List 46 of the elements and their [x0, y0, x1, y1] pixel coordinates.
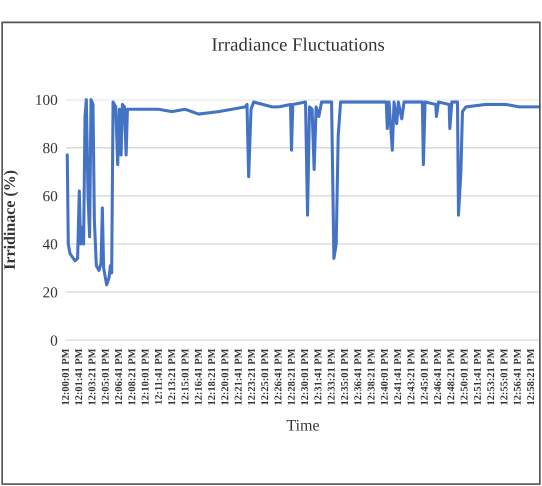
x-tick-label: 12:41:41 PM [394, 348, 402, 405]
x-tick-label: 12:23:21 PM [248, 348, 256, 405]
x-tick-label: 12:53:21 PM [487, 348, 494, 405]
x-tick-label: 12:50:01 PM [460, 348, 468, 405]
x-tick-label: 12:36:41 PM [354, 348, 362, 405]
x-tick-label: 12:58:21 PM [527, 348, 534, 405]
x-tick-label: 12:40:01 PM [380, 348, 388, 405]
x-tick-label: 12:15:01 PM [181, 348, 189, 405]
x-tick-label: 12:20:01 PM [221, 348, 228, 405]
y-tick-label: 80 [43, 142, 58, 154]
y-tick-label: 100 [36, 94, 58, 106]
x-tick-label: 12:48:21 PM [447, 348, 454, 405]
x-tick-label: 12:01:41 PM [75, 348, 82, 405]
y-tick-label: 60 [43, 191, 58, 202]
x-tick-label: 12:31:41 PM [314, 348, 322, 405]
x-tick-label: 12:46:41 PM [434, 348, 442, 405]
x-tick-label: 12:26:41 PM [274, 348, 282, 405]
chart-title: Irradiance Fluctuations [212, 38, 384, 51]
x-tick-label: 12:56:41 PM [514, 348, 521, 405]
x-tick-label: 12:03:21 PM [88, 348, 96, 405]
x-tick-label: 12:30:01 PM [301, 348, 308, 405]
x-tick-label: 12:10:01 PM [142, 348, 149, 405]
y-tick-label: 40 [42, 239, 58, 250]
x-tick-label: 12:28:21 PM [288, 348, 295, 405]
y-tick-label: 0 [50, 335, 58, 346]
x-tick-label: 12:13:21 PM [168, 348, 176, 405]
x-axis-title: Time [286, 420, 319, 431]
x-tick-label: 12:16:41 PM [194, 348, 202, 405]
x-tick-label: 12:08:21 PM [128, 348, 136, 405]
line-series [66, 98, 541, 286]
x-tick-label: 12:25:01 PM [261, 348, 268, 405]
x-tick-label: 12:35:01 PM [340, 348, 348, 405]
x-tick-label: 12:38:21 PM [368, 348, 375, 405]
x-tick-label: 12:11:41 PM [154, 348, 162, 404]
x-tick-label: 12:45:01 PM [420, 348, 428, 405]
x-tick-label: 12:43:21 PM [407, 348, 414, 405]
x-tick-label: 12:00:01 PM [62, 348, 69, 405]
x-tick-label: 12:21:41 PM [234, 348, 242, 405]
x-tick-label: 12:51:41 PM [474, 348, 481, 405]
y-tick-label: 20 [43, 287, 58, 298]
x-tick-label: 12:06:41 PM [115, 348, 122, 405]
x-tick-label: 12:05:01 PM [102, 348, 109, 405]
x-tick-label: 12:33:21 PM [328, 348, 335, 405]
y-axis-title: Irridinace (%) [4, 170, 18, 270]
x-tick-label: 12:18:21 PM [208, 348, 216, 405]
x-tick-label: 12:55:01 PM [500, 348, 508, 405]
